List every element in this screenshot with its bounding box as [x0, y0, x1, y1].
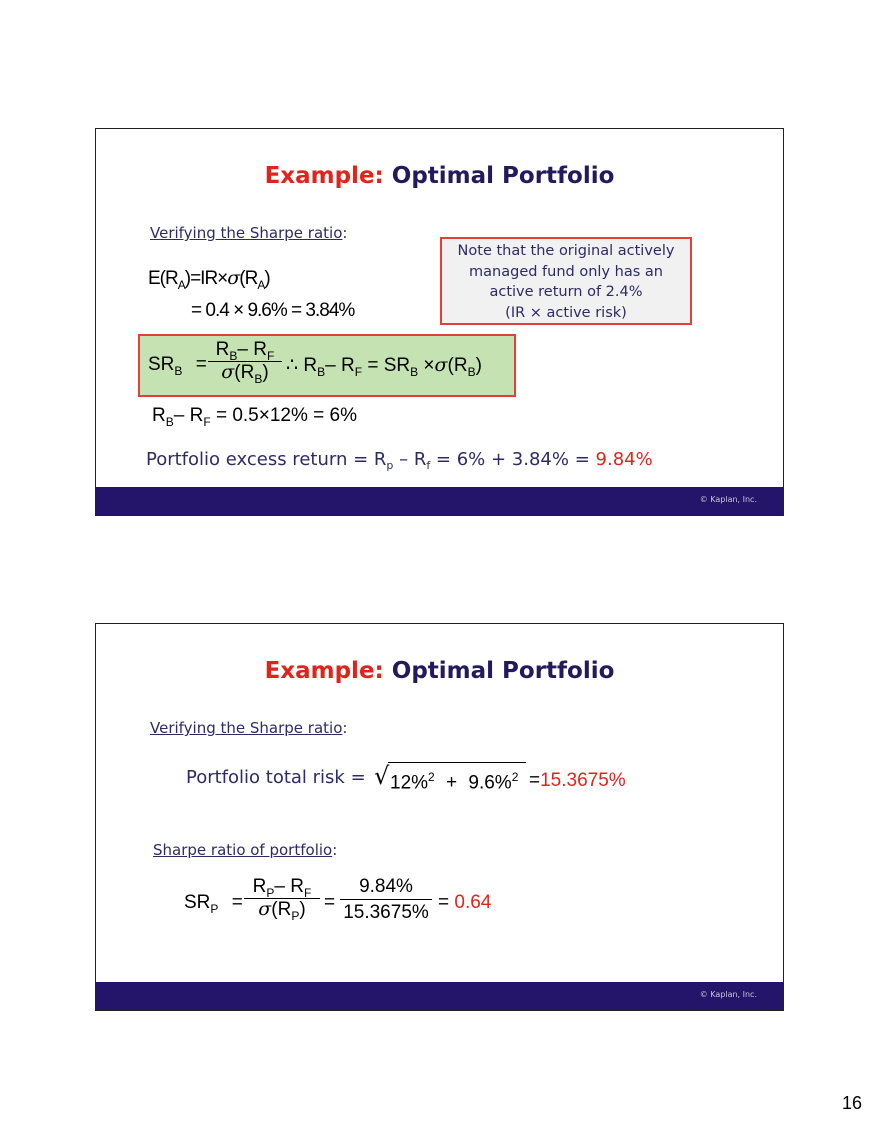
total-risk-result: =15.3675%: [529, 770, 626, 791]
sharpe-subtitle: Sharpe ratio of portfolio:: [153, 841, 338, 859]
sharpe-ratio-formula-box: SRB = RB– RF σ(RB) ∴ RB– RF = SRB ×σ(RB): [138, 334, 516, 397]
subtitle-colon: :: [342, 719, 348, 737]
slide-title: Example: Optimal Portfolio: [96, 163, 783, 189]
sqrt-radicand: 12%2 + 9.6%2: [390, 770, 519, 794]
subtitle: Verifying the Sharpe ratio:: [150, 224, 347, 242]
title-rest: Optimal Portfolio: [391, 658, 615, 684]
eq-benchmark-excess-return: RB– RF = 0.5×12% = 6%: [152, 405, 357, 429]
copyright: © Kaplan, Inc.: [699, 495, 757, 504]
note-line-4: (IR × active risk): [505, 304, 627, 321]
sr-p-result: = 0.64: [438, 892, 492, 913]
slide-footer: © Kaplan, Inc.: [96, 487, 783, 515]
sr-b-rearranged: ∴ RB– RF = SRB ×σ(RB): [286, 354, 482, 379]
title-highlight: Example:: [264, 658, 384, 684]
slide-footer: © Kaplan, Inc.: [96, 982, 783, 1010]
excess-return-result: 9.84%: [595, 449, 653, 470]
slide-2: Example: Optimal Portfolio Verifying the…: [95, 623, 784, 1011]
note-box: Note that the original actively managed …: [440, 237, 692, 325]
subtitle: Verifying the Sharpe ratio:: [150, 719, 347, 737]
note-line-1: Note that the original actively: [457, 243, 675, 259]
sharpe-link[interactable]: Sharpe ratio of portfolio: [153, 841, 333, 859]
title-rest: Optimal Portfolio: [391, 163, 615, 189]
copyright: © Kaplan, Inc.: [699, 990, 757, 999]
subtitle-colon: :: [342, 224, 348, 242]
slide-1: Example: Optimal Portfolio Verifying the…: [95, 128, 784, 516]
sr-p-eq2: =: [324, 892, 336, 913]
sr-p-fraction: RP– RF σ(RP): [244, 876, 320, 923]
page-number: 16: [841, 1093, 862, 1113]
total-risk-label: Portfolio total risk =: [186, 767, 366, 788]
title-highlight: Example:: [264, 163, 384, 189]
sqrt-bar: [388, 762, 526, 763]
eq-active-return-value: = 0.4 × 9.6% = 3.84%: [191, 300, 355, 321]
slide-title: Example: Optimal Portfolio: [96, 658, 783, 684]
portfolio-excess-return: Portfolio excess return = Rp – Rf = 6% +…: [146, 449, 653, 472]
subtitle-link[interactable]: Verifying the Sharpe ratio: [150, 719, 343, 737]
sqrt-sign: √: [374, 762, 390, 790]
note-line-2: managed fund only has an: [469, 263, 663, 280]
eq-expected-active-return: E(RA)=IR×σ(RA): [148, 267, 271, 292]
sr-b-fraction: RB– RF σ(RB): [208, 339, 282, 386]
sr-p-label: SRP =: [184, 892, 243, 916]
sr-b-label: SRB =: [148, 354, 207, 378]
note-line-3: active return of 2.4%: [489, 284, 643, 300]
subtitle-link[interactable]: Verifying the Sharpe ratio: [150, 224, 343, 242]
sr-p-value-fraction: 9.84% 15.3675%: [340, 876, 432, 924]
